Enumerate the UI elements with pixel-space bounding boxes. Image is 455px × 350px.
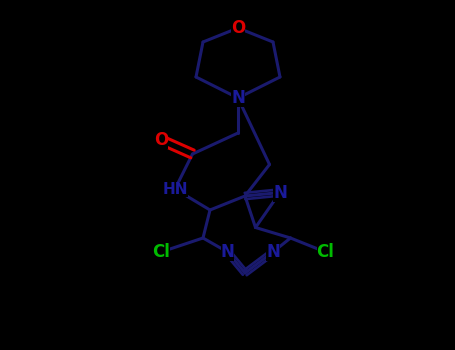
Text: N: N [221,243,234,261]
Text: N: N [273,183,287,202]
Text: HN: HN [162,182,188,196]
Text: Cl: Cl [317,243,334,261]
Text: O: O [154,131,168,149]
Text: Cl: Cl [152,243,170,261]
Text: O: O [231,19,245,37]
Text: N: N [231,89,245,107]
Text: N: N [266,243,280,261]
